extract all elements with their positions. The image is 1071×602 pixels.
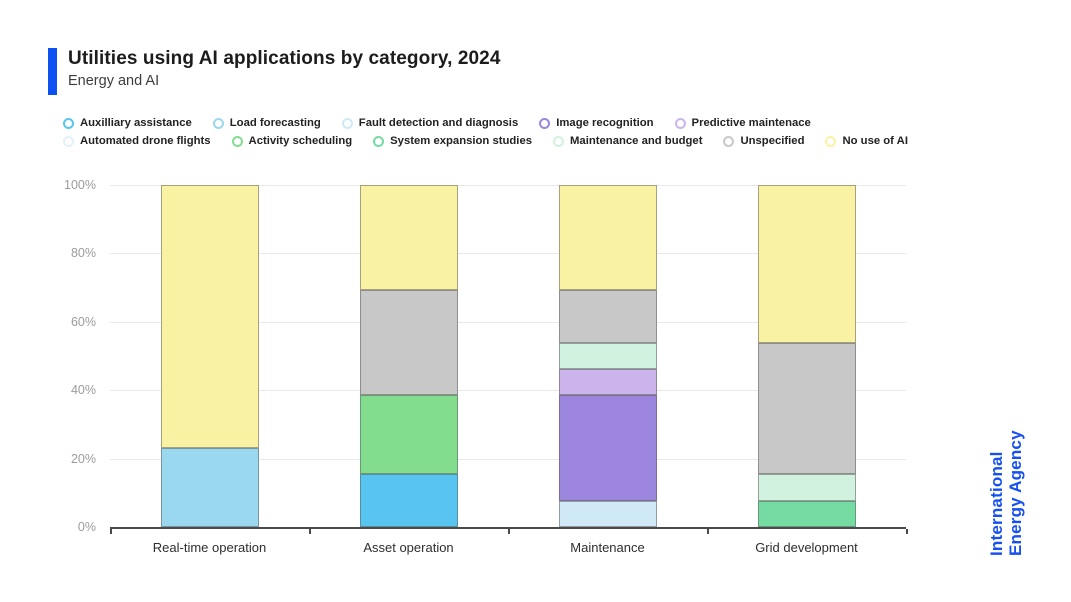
x-axis-tick xyxy=(707,529,709,534)
legend-label: System expansion studies xyxy=(390,135,533,147)
bar-segment xyxy=(359,395,458,475)
legend-dot-icon xyxy=(553,135,565,147)
bar-segment xyxy=(359,290,458,396)
title-accent-bar xyxy=(48,48,57,95)
legend-label: No use of AI xyxy=(842,135,908,147)
legend-item: Activity scheduling xyxy=(231,135,353,147)
figure-header: Utilities using AI applications by categ… xyxy=(48,48,501,95)
stacked-bar xyxy=(160,185,259,527)
bar-segment xyxy=(757,474,856,501)
y-axis-tick-label: 60% xyxy=(70,314,96,329)
bar-segment xyxy=(558,500,657,527)
bar-segment xyxy=(558,184,657,290)
legend-label: Fault detection and diagnosis xyxy=(358,117,519,129)
legend-label: Unspecified xyxy=(740,135,805,147)
bar-segment xyxy=(757,184,856,343)
iea-logo-text: International Energy Agency xyxy=(987,396,1029,556)
title-block: Utilities using AI applications by categ… xyxy=(68,48,501,95)
stacked-bar xyxy=(558,184,657,527)
gridline xyxy=(110,185,906,186)
legend-dot-icon xyxy=(341,117,353,129)
legend-item: Load forecasting xyxy=(212,117,321,129)
legend-dot-icon xyxy=(723,135,735,147)
x-axis-category-label: Maintenance xyxy=(570,540,645,555)
legend-dot-icon xyxy=(825,135,837,147)
legend-item: Automated drone flights xyxy=(63,135,211,147)
bar-segment xyxy=(359,474,458,527)
legend-dot-icon xyxy=(231,135,243,147)
x-axis-tick xyxy=(906,529,908,534)
stacked-bar xyxy=(757,184,856,527)
legend-label: Load forecasting xyxy=(229,117,321,129)
legend-dot-icon xyxy=(539,117,551,129)
iea-logo-line2: Energy Agency xyxy=(1006,430,1026,556)
legend-item: Maintenance and budget xyxy=(553,135,702,147)
x-axis-category-label: Asset operation xyxy=(363,540,454,555)
legend-label: Image recognition xyxy=(556,117,654,129)
legend-item: Predictive maintenace xyxy=(674,117,811,129)
chart-legend: Auxilliary assistance Load forecasting Fau… xyxy=(63,117,1023,153)
legend-item: Unspecified xyxy=(723,135,804,147)
y-axis-tick-label: 0% xyxy=(77,520,96,534)
y-axis-tick-label: 80% xyxy=(70,246,96,261)
legend-label: Auxilliary assistance xyxy=(80,117,192,129)
legend-dot-icon xyxy=(373,135,385,147)
legend-label: Activity scheduling xyxy=(248,135,353,147)
y-axis-tick-label: 20% xyxy=(70,451,96,466)
gridline xyxy=(110,458,906,460)
x-axis-line xyxy=(110,527,906,529)
legend-row: Auxilliary assistance Load forecasting Fau… xyxy=(63,117,1023,129)
bar-segment xyxy=(757,500,856,527)
x-axis-tick xyxy=(110,529,112,534)
bar-segment xyxy=(359,184,458,290)
legend-dot-icon xyxy=(63,135,74,147)
iea-logo-line1: International xyxy=(987,451,1006,556)
bar-segment xyxy=(160,185,259,448)
y-axis-tick-label: 100% xyxy=(64,178,96,192)
bar-segment xyxy=(558,342,657,369)
bar-segment xyxy=(757,342,856,475)
legend-row: Automated drone flights Activity scheduli… xyxy=(63,135,1023,147)
legend-item: Fault detection and diagnosis xyxy=(341,117,519,129)
bar-segment xyxy=(558,395,657,501)
x-axis-tick xyxy=(508,529,510,534)
bar-segment xyxy=(558,290,657,343)
legend-item: No use of AI xyxy=(825,135,908,147)
legend-label: Predictive maintenace xyxy=(691,117,811,129)
page-subtitle: Energy and AI xyxy=(68,72,160,89)
y-axis-tick-label: 40% xyxy=(70,383,96,398)
bar-segment xyxy=(558,369,657,396)
gridline xyxy=(110,253,906,255)
x-axis-tick xyxy=(309,529,311,534)
x-axis-category-label: Grid development xyxy=(755,540,858,555)
page-title: Utilities using AI applications by categ… xyxy=(68,48,501,69)
legend-dot-icon xyxy=(674,117,686,129)
legend-item: Image recognition xyxy=(539,117,654,129)
x-axis-category-label: Real-time operation xyxy=(152,540,267,555)
legend-dot-icon xyxy=(212,117,224,129)
gridline xyxy=(110,321,906,323)
gridline xyxy=(110,390,906,392)
legend-label: Maintenance and budget xyxy=(570,135,703,147)
stacked-bar xyxy=(359,184,458,527)
bar-segment xyxy=(160,448,259,527)
legend-dot-icon xyxy=(63,117,74,129)
legend-label: Automated drone flights xyxy=(80,135,211,147)
legend-item: Auxilliary assistance xyxy=(63,117,192,129)
legend-item: System expansion studies xyxy=(373,135,532,147)
